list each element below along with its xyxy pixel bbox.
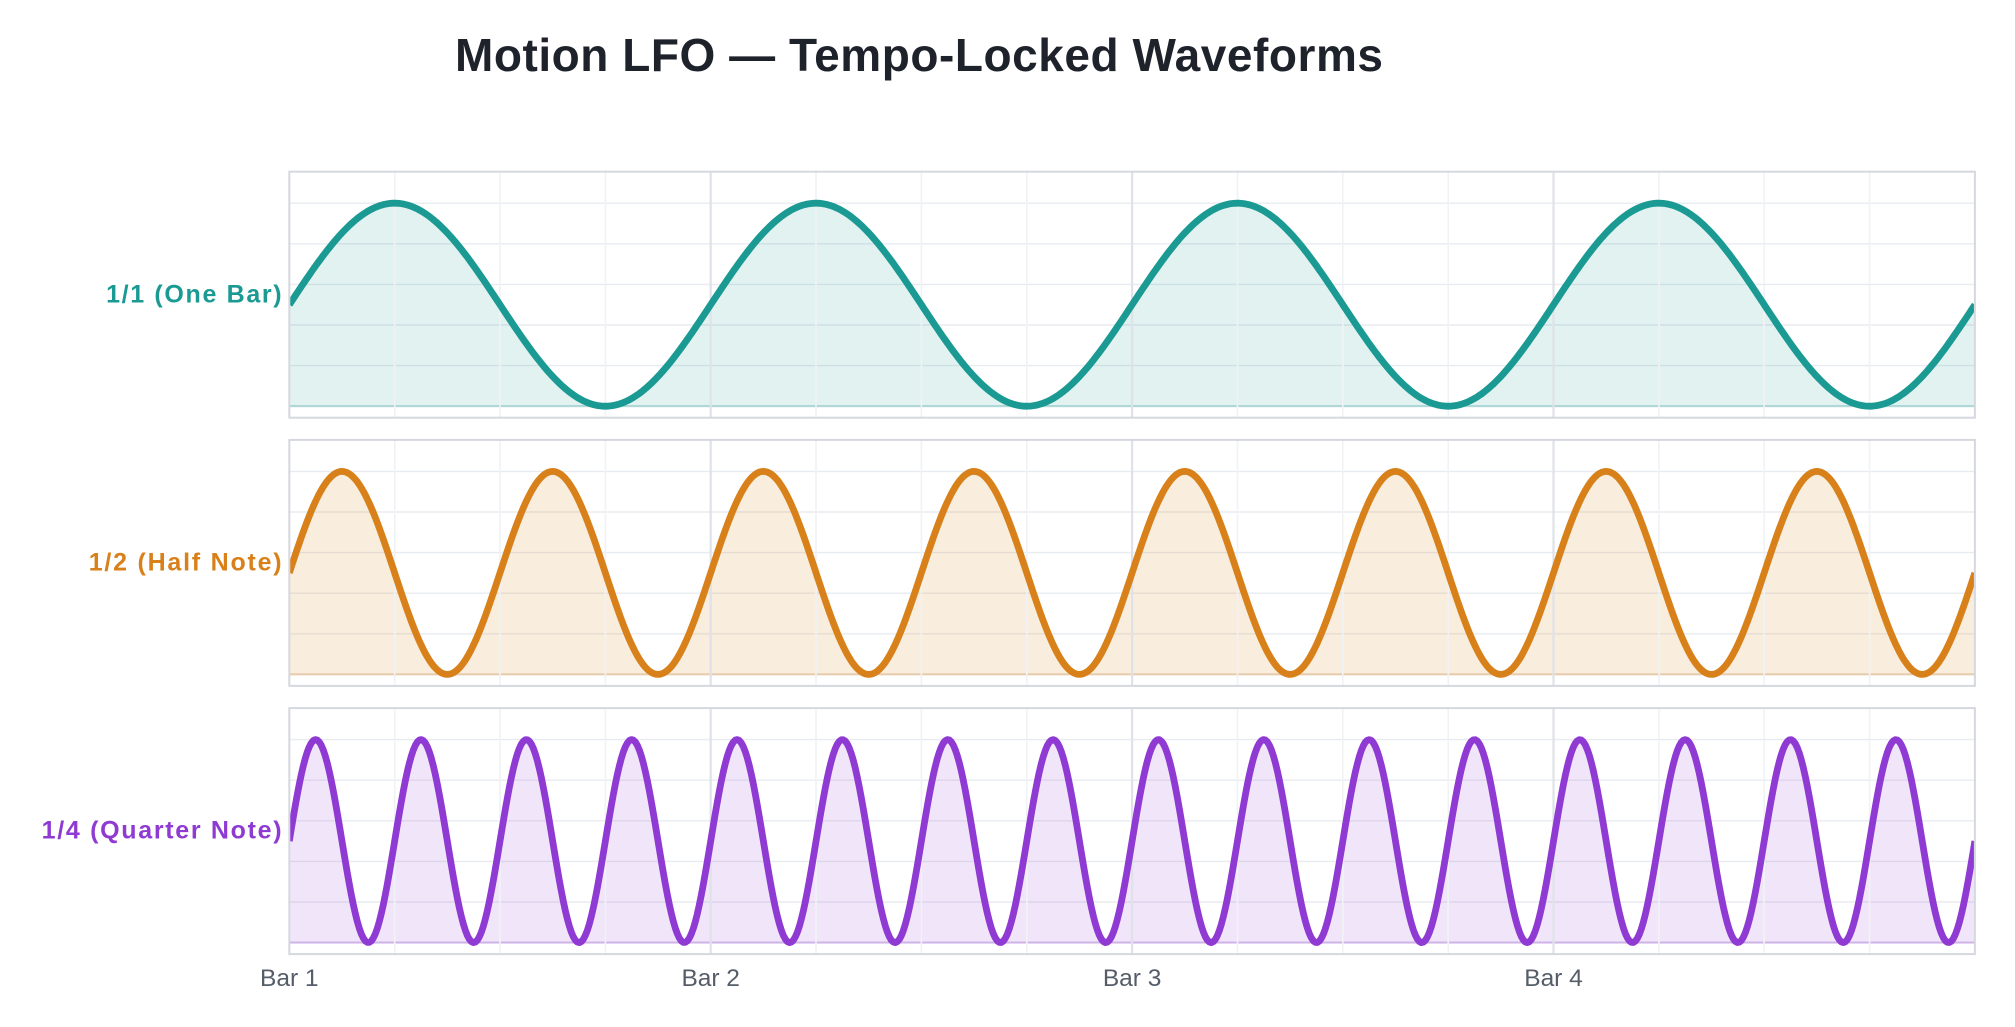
svg-text:Motion LFO — Tempo-Locked Wave: Motion LFO — Tempo-Locked Waveforms [455, 29, 1383, 81]
svg-text:1/4 (Quarter Note): 1/4 (Quarter Note) [42, 816, 282, 844]
svg-text:1/2 (Half Note): 1/2 (Half Note) [89, 548, 282, 576]
svg-text:Bar 1: Bar 1 [260, 965, 319, 992]
svg-text:1/1 (One Bar): 1/1 (One Bar) [106, 280, 282, 308]
svg-text:Bar 4: Bar 4 [1524, 965, 1583, 992]
svg-text:Bar 2: Bar 2 [681, 965, 740, 992]
svg-text:Bar 3: Bar 3 [1103, 965, 1162, 992]
